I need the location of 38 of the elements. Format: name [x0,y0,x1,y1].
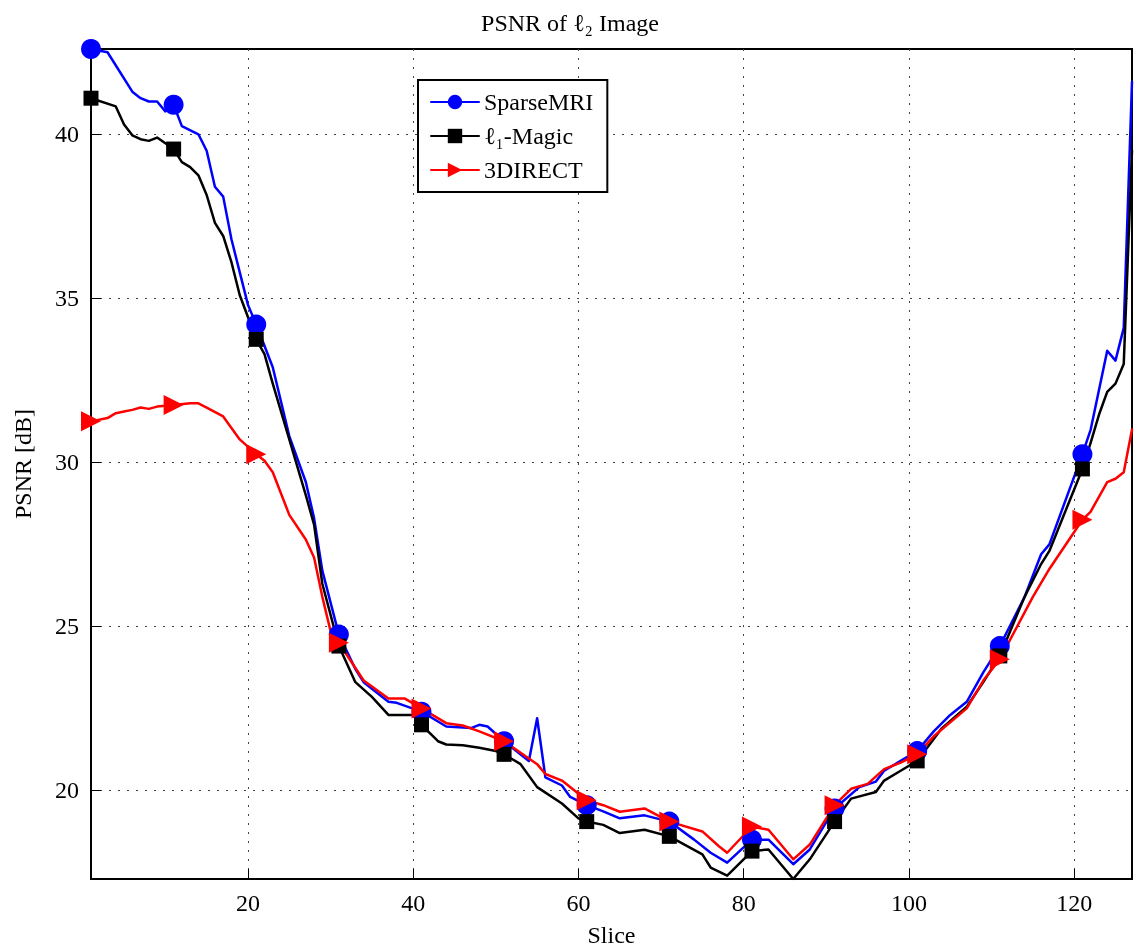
x-axis-title: Slice [587,922,636,948]
chart-title: PSNR of ℓ₂ Image [481,10,659,36]
legend-label: SparseMRI [484,89,594,115]
x-tick-label: 40 [401,890,426,916]
x-tick-label: 80 [731,890,756,916]
point [81,39,101,59]
legend-label: 3DIRECT [484,157,583,183]
point [661,828,677,844]
point [579,814,595,830]
y-tick-label: 30 [55,449,79,476]
y-tick-label: 35 [55,285,79,312]
point [1072,509,1093,530]
point [246,444,267,465]
x-tick-label: 20 [235,890,260,916]
legend-label: ℓ₁-Magic [484,123,574,149]
y-axis-title: PSNR [dB] [10,408,36,520]
point [576,790,597,811]
y-tick-label: 20 [55,777,79,804]
point [83,90,99,106]
point [328,632,349,653]
x-tick-label: 120 [1056,890,1093,916]
y-tick-label: 40 [55,121,79,148]
point [163,94,184,115]
point [163,394,184,415]
point [744,843,760,859]
point [989,649,1010,670]
y-tick-label: 25 [55,613,79,640]
point [246,314,267,335]
point [827,814,843,830]
point [1074,461,1090,477]
point [413,717,429,733]
x-tick-label: 60 [566,890,591,916]
point [496,746,512,762]
point [248,331,264,347]
x-tick-label: 100 [890,890,927,916]
point [81,411,101,432]
point [741,816,762,837]
point [166,141,182,157]
